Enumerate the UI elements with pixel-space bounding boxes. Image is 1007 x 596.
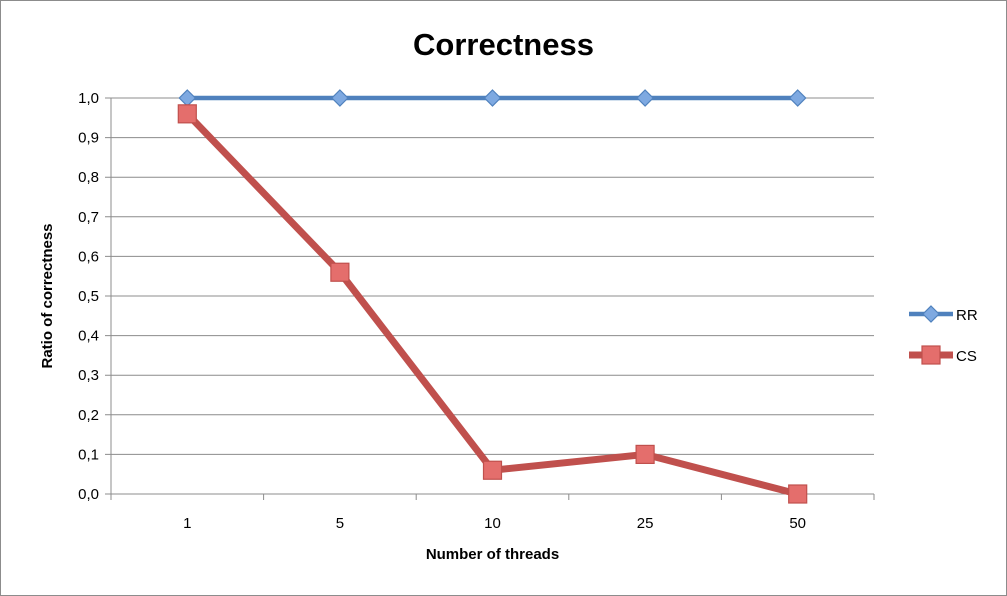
data-point-rr [636,89,654,107]
gridlines [105,97,875,500]
data-point-rr [178,89,197,107]
legend-item-cs: CS [909,345,977,365]
y-tick-label: 0,3 [78,367,99,384]
series-group [177,89,808,504]
legend-marker [921,345,941,365]
legend-marker [922,305,940,323]
data-point-cs [482,460,503,480]
y-tick-label: 0,0 [78,486,99,503]
x-axis-label: Number of threads [426,546,559,563]
data-point-cs [330,262,350,282]
legend-label: RR [956,307,978,324]
x-tick-label: 5 [336,515,344,532]
y-tick-label: 0,2 [78,407,99,424]
y-tick-label: 0,8 [78,169,99,186]
y-axis-label: Ratio of correctness [39,223,56,368]
x-tick-label: 50 [789,515,806,532]
series-cs [177,104,808,504]
y-tick-label: 0,9 [78,130,99,147]
y-tick-label: 1,0 [78,90,99,107]
chart-title: Correctness [413,27,594,62]
x-tick-label: 10 [484,515,501,532]
y-tick-label: 0,4 [78,328,99,345]
data-point-rr [331,89,349,107]
y-tick-label: 0,6 [78,248,99,265]
x-tick-label: 25 [637,515,654,532]
data-point-rr [483,89,502,107]
series-line-cs [184,111,799,498]
series-rr [178,89,807,107]
legend-label: CS [956,348,977,365]
x-tick-labels: 1 5 10 25 50 [183,515,806,532]
y-tick-labels: 0,0 0,1 0,2 0,3 0,4 0,5 0,6 0,7 0,8 0,9 1,0 [78,90,99,503]
legend-item-rr: RR [909,305,978,324]
x-tick-label: 1 [183,515,191,532]
data-point-rr [788,89,807,107]
data-point-cs [788,484,808,504]
y-tick-label: 0,1 [78,446,99,463]
y-tick-label: 0,7 [78,209,99,226]
legend: RR CS [909,305,978,365]
y-tick-label: 0,5 [78,288,99,305]
data-point-cs [635,444,655,464]
data-point-cs [177,104,197,124]
